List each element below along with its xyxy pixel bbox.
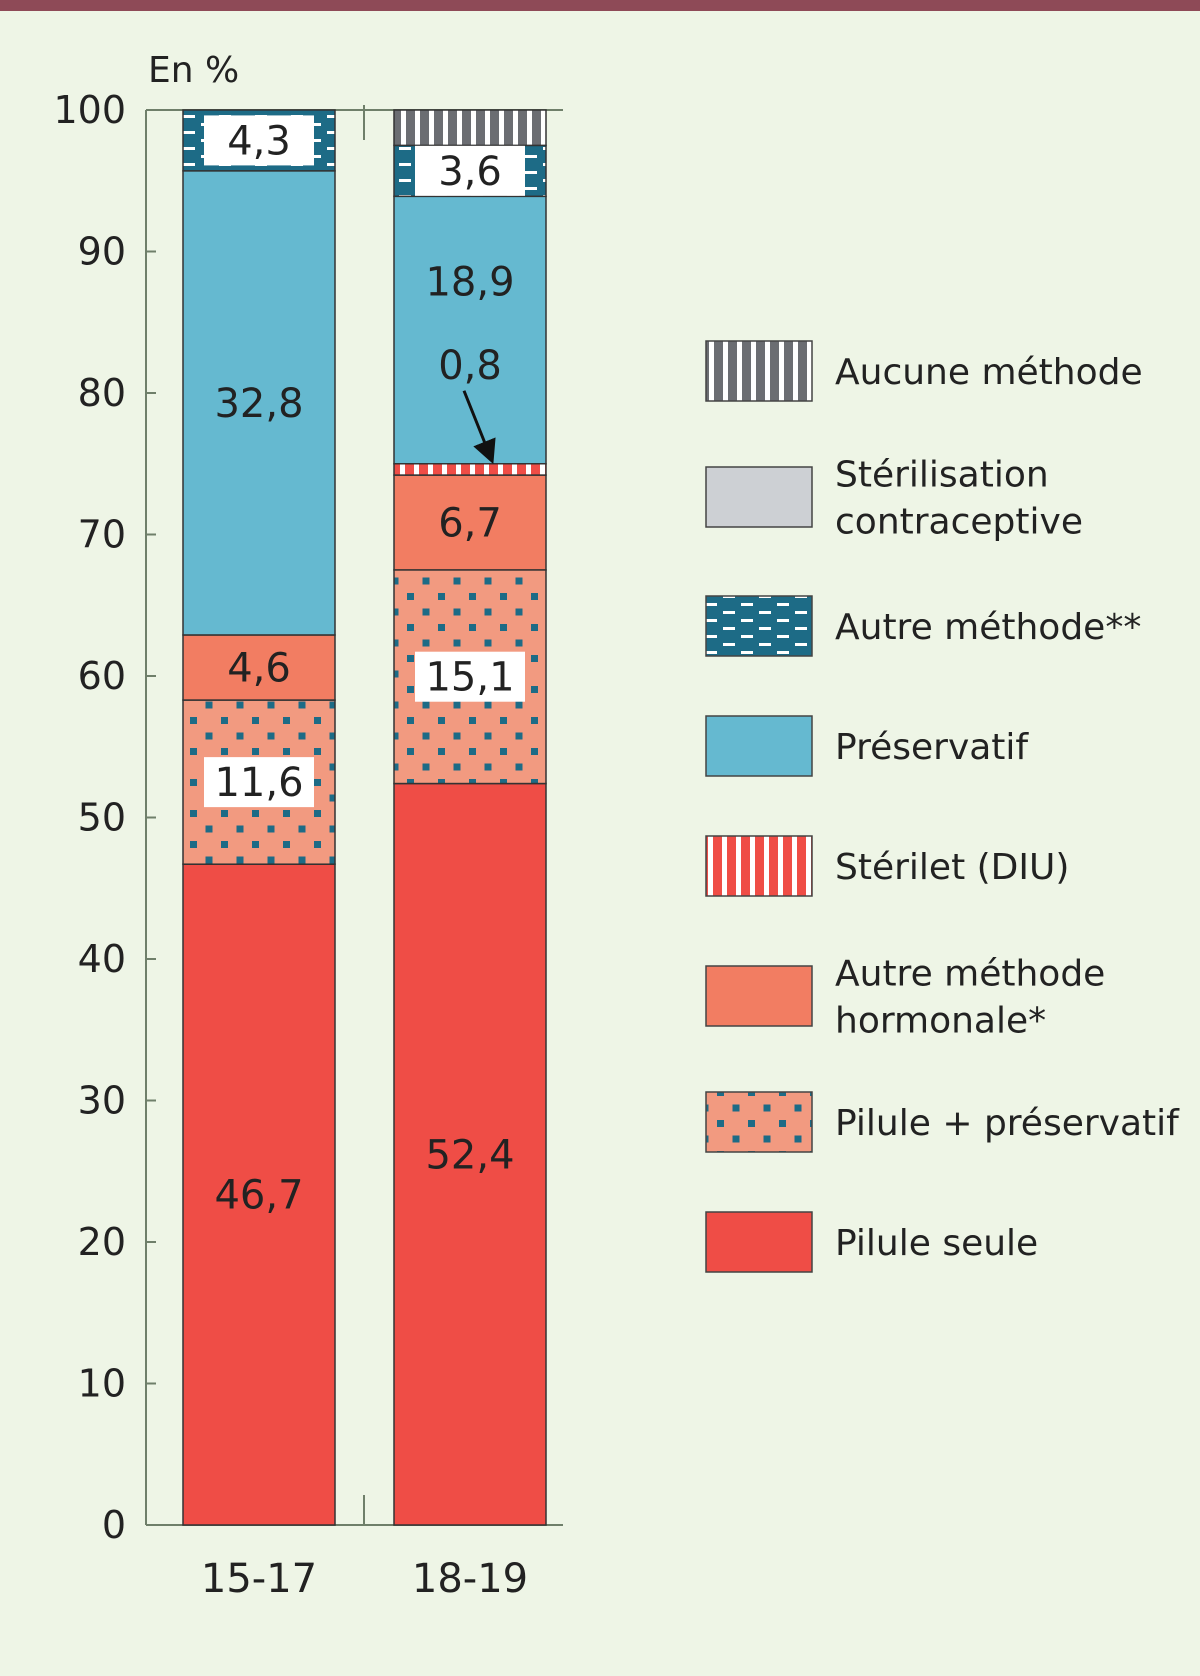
bar-segment [393,474,547,571]
legend-item: Pilule + préservatif [705,1091,1180,1153]
label-background [415,651,525,702]
legend-item: Autre méthode hormonale* [705,954,1105,1042]
data-label: 46,7 [214,1173,303,1219]
y-tick-label: 50 [78,796,126,840]
legend-label: Préservatif [835,727,1029,768]
legend-swatch [705,715,813,777]
bar-segment [393,109,547,147]
y-tick-label: 80 [78,371,126,415]
data-label: 6,7 [438,500,502,546]
bar-segment [393,463,547,476]
label-background [415,145,525,196]
y-tick-label: 0 [102,1503,126,1547]
x-tick-label: 18-19 [412,1556,528,1602]
legend-item: Aucune méthode [705,340,1143,402]
y-tick-label: 70 [78,513,126,557]
data-label: 4,6 [227,646,291,692]
unit-label: En % [148,50,239,91]
y-tick-label: 100 [53,88,126,132]
legend-swatch [705,595,813,657]
data-label: 3,6 [438,149,502,195]
bar-segment [182,863,336,1526]
y-tick-label: 60 [78,654,126,698]
data-label: 18,9 [425,259,514,305]
legend-label: Stérilisation [835,455,1049,496]
legend-label: Stérilet (DIU) [835,847,1069,888]
legend-item: Préservatif [705,715,1029,777]
bar-segment [182,170,336,636]
legend-swatch [705,466,813,528]
legend-item: Pilule seule [705,1211,1038,1273]
bar-18-19: 52,4 15,1 6,7 0,8 18,9 3,6 18-19 [393,109,547,1602]
legend-label: Autre méthode** [835,607,1141,648]
top-border [0,0,1200,11]
data-label: 52,4 [425,1132,514,1178]
data-label: 11,6 [214,760,303,806]
data-label: 0,8 [438,343,502,389]
legend-item: Stérilisation contraceptive [705,455,1083,543]
bar-segment [393,195,547,465]
y-tick-label: 90 [78,230,126,274]
label-background [204,757,314,808]
x-tick-label: 15-17 [201,1556,317,1602]
legend-label: Aucune méthode [835,352,1143,393]
legend-label: hormonale* [835,1001,1046,1042]
data-label: 15,1 [425,655,514,701]
y-tick-label: 20 [78,1220,126,1264]
legend-label: Autre méthode [835,954,1105,995]
bar-segment [393,782,547,1526]
data-label: 4,3 [227,118,291,164]
legend-swatch [705,340,813,402]
legend-label: Pilule + préservatif [835,1103,1180,1144]
y-tick-label: 30 [78,1079,126,1123]
legend-swatch [705,1091,813,1153]
y-tick-label: 40 [78,937,126,981]
legend-item: Stérilet (DIU) [705,835,1069,897]
bar-15-17: 46,7 11,6 4,6 32,8 4,3 15-17 [182,109,336,1602]
data-label: 32,8 [214,381,303,427]
label-background [204,115,314,166]
legend-swatch [705,835,813,897]
legend-swatch [705,1211,813,1273]
y-tick-label: 10 [78,1362,126,1406]
arrow-icon [462,390,496,465]
legend-label: Pilule seule [835,1223,1038,1264]
legend-label: contraceptive [835,502,1083,543]
legend-item: Autre méthode** [705,595,1141,657]
legend-swatch [705,965,813,1027]
